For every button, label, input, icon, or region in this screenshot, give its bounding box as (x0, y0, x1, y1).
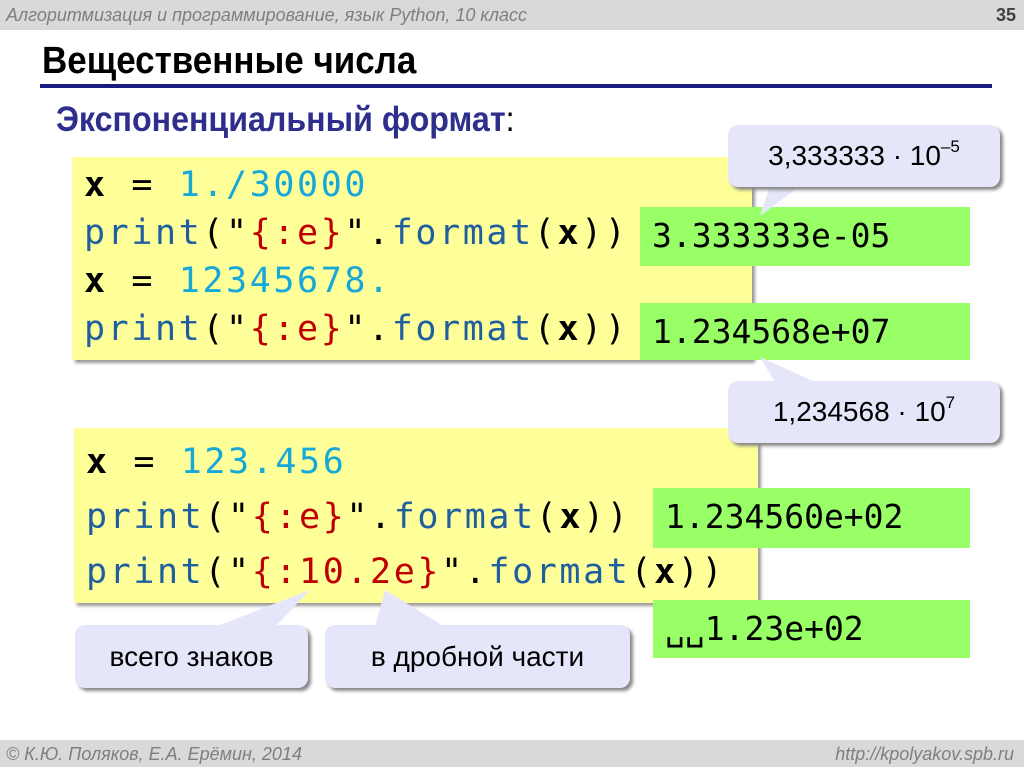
code-token-punct: (" (204, 497, 252, 537)
code-block-1: x = 1./30000 print("{:e}".format(x)) x = 1… (72, 157, 752, 360)
code-line: print("{:10.2e}".format(x)) (86, 552, 725, 592)
callout-mantissa: 3,333333 · 10 (768, 140, 941, 171)
code-token-punct: ". (346, 497, 394, 537)
code-token-var: x (557, 213, 582, 253)
code-token-fn: format (488, 552, 631, 592)
code-token-var: x (86, 442, 110, 482)
code-token-fn: format (393, 497, 536, 537)
code-token-fn: format (391, 309, 534, 349)
callout-tail-total (215, 590, 310, 627)
code-token-var: x (84, 261, 108, 301)
code-token-fn: print (86, 552, 205, 592)
code-token-punct: )) (581, 213, 629, 253)
code-token-punct: ( (533, 213, 558, 253)
callout-tail-sci2 (760, 357, 815, 382)
code-token-punct: ( (535, 497, 560, 537)
code-token-str: {:e} (251, 497, 347, 537)
code-token-str: {:e} (249, 309, 345, 349)
code-token-var: x (557, 309, 582, 349)
slide-title: Вещественные числа (42, 40, 417, 82)
code-token-str: {:10.2e} (251, 552, 442, 592)
code-token-num: 1./30000 (178, 165, 369, 205)
code-token-punct: )) (677, 552, 726, 592)
subtitle-text: Экспоненциальный формат (56, 100, 506, 139)
output-1: 3.333333e-05 (640, 207, 970, 266)
copyright: © К.Ю. Поляков, Е.А. Ерёмин, 2014 (6, 744, 302, 764)
callout-exponent: –5 (940, 137, 960, 156)
code-token-num: 123.456 (180, 442, 347, 482)
code-line: x = 1./30000 (84, 165, 368, 205)
code-token-punct: ( (533, 309, 558, 349)
code-token-var: x (559, 497, 584, 537)
code-block-2: x = 123.456 print("{:e}".format(x)) print(… (74, 428, 758, 603)
code-token-punct: (" (202, 309, 250, 349)
code-token-str: {:e} (249, 213, 345, 253)
code-token-fn: format (391, 213, 534, 253)
footer-bar: © К.Ю. Поляков, Е.А. Ерёмин, 2014 http:/… (0, 740, 1024, 767)
header-bar: Алгоритмизация и программирование, язык … (0, 0, 1024, 30)
code-token-fn: print (86, 497, 205, 537)
code-token-punct: )) (583, 497, 631, 537)
output-2: 1.234568e+07 (640, 303, 970, 360)
code-token-op: = (107, 165, 179, 205)
code-token-punct: ". (441, 552, 489, 592)
output-4: ␣␣1.23e+02 (653, 600, 970, 658)
title-divider (40, 84, 992, 88)
code-token-punct: ( (630, 552, 655, 592)
code-token-fn: print (84, 213, 203, 253)
code-token-num: 12345678. (178, 261, 392, 301)
code-line: print("{:e}".format(x)) (84, 213, 628, 253)
code-token-punct: ". (344, 213, 392, 253)
page-number: 35 (995, 5, 1016, 25)
subtitle-colon: : (505, 100, 515, 139)
code-line: print("{:e}".format(x)) (86, 497, 630, 537)
code-token-op: = (107, 261, 179, 301)
code-line: print("{:e}".format(x)) (84, 309, 628, 349)
code-token-var: x (654, 552, 678, 592)
code-token-punct: (" (202, 213, 250, 253)
callout-sci-notation-1: 3,333333 · 10 –5 (728, 125, 1000, 187)
website-link[interactable]: http://kpolyakov.spb.ru (835, 744, 1014, 764)
code-token-punct: )) (581, 309, 629, 349)
callout-mantissa: 1,234568 · 10 (772, 396, 946, 427)
code-token-fn: print (84, 309, 203, 349)
code-token-op: = (109, 442, 181, 482)
output-3: 1.234560e+02 (653, 488, 970, 548)
code-token-var: x (84, 165, 108, 205)
code-line: x = 12345678. (84, 261, 392, 301)
callout-total-chars: всего знаков (75, 625, 308, 688)
callout-tail-fraction (375, 590, 445, 627)
callout-exponent: 7 (945, 393, 956, 412)
slide-subtitle: Экспоненциальный формат: (56, 100, 515, 140)
callout-sci-notation-2: 1,234568 · 10 7 (728, 381, 1000, 443)
course-title: Алгоритмизация и программирование, язык … (6, 5, 528, 25)
code-token-punct: (" (204, 552, 252, 592)
code-line: x = 123.456 (86, 442, 346, 482)
callout-tail-sci1 (760, 186, 800, 216)
code-token-punct: ". (344, 309, 392, 349)
callout-fraction-part: в дробной части (325, 625, 630, 688)
